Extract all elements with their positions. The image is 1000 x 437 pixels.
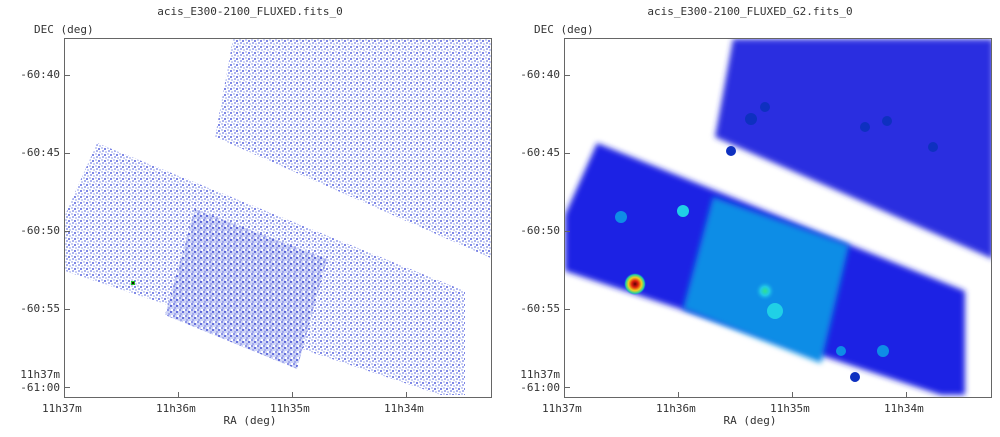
y-tick-mark bbox=[64, 231, 70, 232]
x-tick-mark bbox=[792, 392, 793, 398]
x-tick-mark bbox=[64, 392, 65, 398]
y-tick-label: -60:50 bbox=[520, 224, 560, 237]
y-tick-mark bbox=[564, 75, 570, 76]
x-tick-label: 11h34m bbox=[384, 402, 424, 415]
x-tick-mark bbox=[678, 392, 679, 398]
raw-image bbox=[65, 39, 491, 395]
y-tick-label: -60:45 bbox=[20, 146, 60, 159]
y-tick-label: 11h37m bbox=[520, 368, 560, 381]
y-tick-label: -60:40 bbox=[520, 68, 560, 81]
y-tick-mark bbox=[564, 153, 570, 154]
panel-title: acis_E300-2100_FLUXED_G2.fits_0 bbox=[647, 5, 853, 18]
x-tick-label: 11h37m bbox=[542, 402, 582, 415]
x-tick-label: 11h36m bbox=[156, 402, 196, 415]
x-tick-label: 11h35m bbox=[770, 402, 810, 415]
x-tick-mark bbox=[406, 392, 407, 398]
y-tick-label: -60:50 bbox=[20, 224, 60, 237]
x-tick-label: 11h36m bbox=[656, 402, 696, 415]
x-tick-label: 11h37m bbox=[42, 402, 82, 415]
smoothed-image-plot[interactable] bbox=[564, 38, 992, 398]
y-tick-label: -61:00 bbox=[20, 381, 60, 394]
y-tick-label: -60:55 bbox=[520, 302, 560, 315]
x-axis-label: RA (deg) bbox=[223, 414, 277, 427]
y-axis-label: DEC (deg) bbox=[534, 23, 594, 36]
y-tick-label: 11h37m bbox=[20, 368, 60, 381]
raw-image-plot[interactable] bbox=[64, 38, 492, 398]
panel-title: acis_E300-2100_FLUXED.fits_0 bbox=[157, 5, 343, 18]
right-image-panel: acis_E300-2100_FLUXED_G2.fits_0 DEC (deg… bbox=[500, 0, 1000, 437]
smoothed-image bbox=[565, 39, 991, 395]
x-axis-label: RA (deg) bbox=[723, 414, 777, 427]
x-tick-label: 11h34m bbox=[884, 402, 924, 415]
y-tick-mark bbox=[64, 387, 70, 388]
y-tick-mark bbox=[564, 309, 570, 310]
y-tick-label: -60:55 bbox=[20, 302, 60, 315]
x-tick-mark bbox=[906, 392, 907, 398]
y-tick-mark bbox=[564, 231, 570, 232]
y-tick-label: -60:45 bbox=[520, 146, 560, 159]
y-axis-label: DEC (deg) bbox=[34, 23, 94, 36]
y-tick-mark bbox=[64, 75, 70, 76]
left-image-panel: acis_E300-2100_FLUXED.fits_0 DEC (deg) bbox=[20, 5, 492, 427]
y-tick-mark bbox=[564, 387, 570, 388]
y-tick-mark bbox=[64, 153, 70, 154]
y-tick-label: -60:40 bbox=[20, 68, 60, 81]
y-tick-label: -61:00 bbox=[520, 381, 560, 394]
x-tick-mark bbox=[564, 392, 565, 398]
x-tick-mark bbox=[292, 392, 293, 398]
x-tick-mark bbox=[178, 392, 179, 398]
y-tick-mark bbox=[64, 309, 70, 310]
x-tick-label: 11h35m bbox=[270, 402, 310, 415]
